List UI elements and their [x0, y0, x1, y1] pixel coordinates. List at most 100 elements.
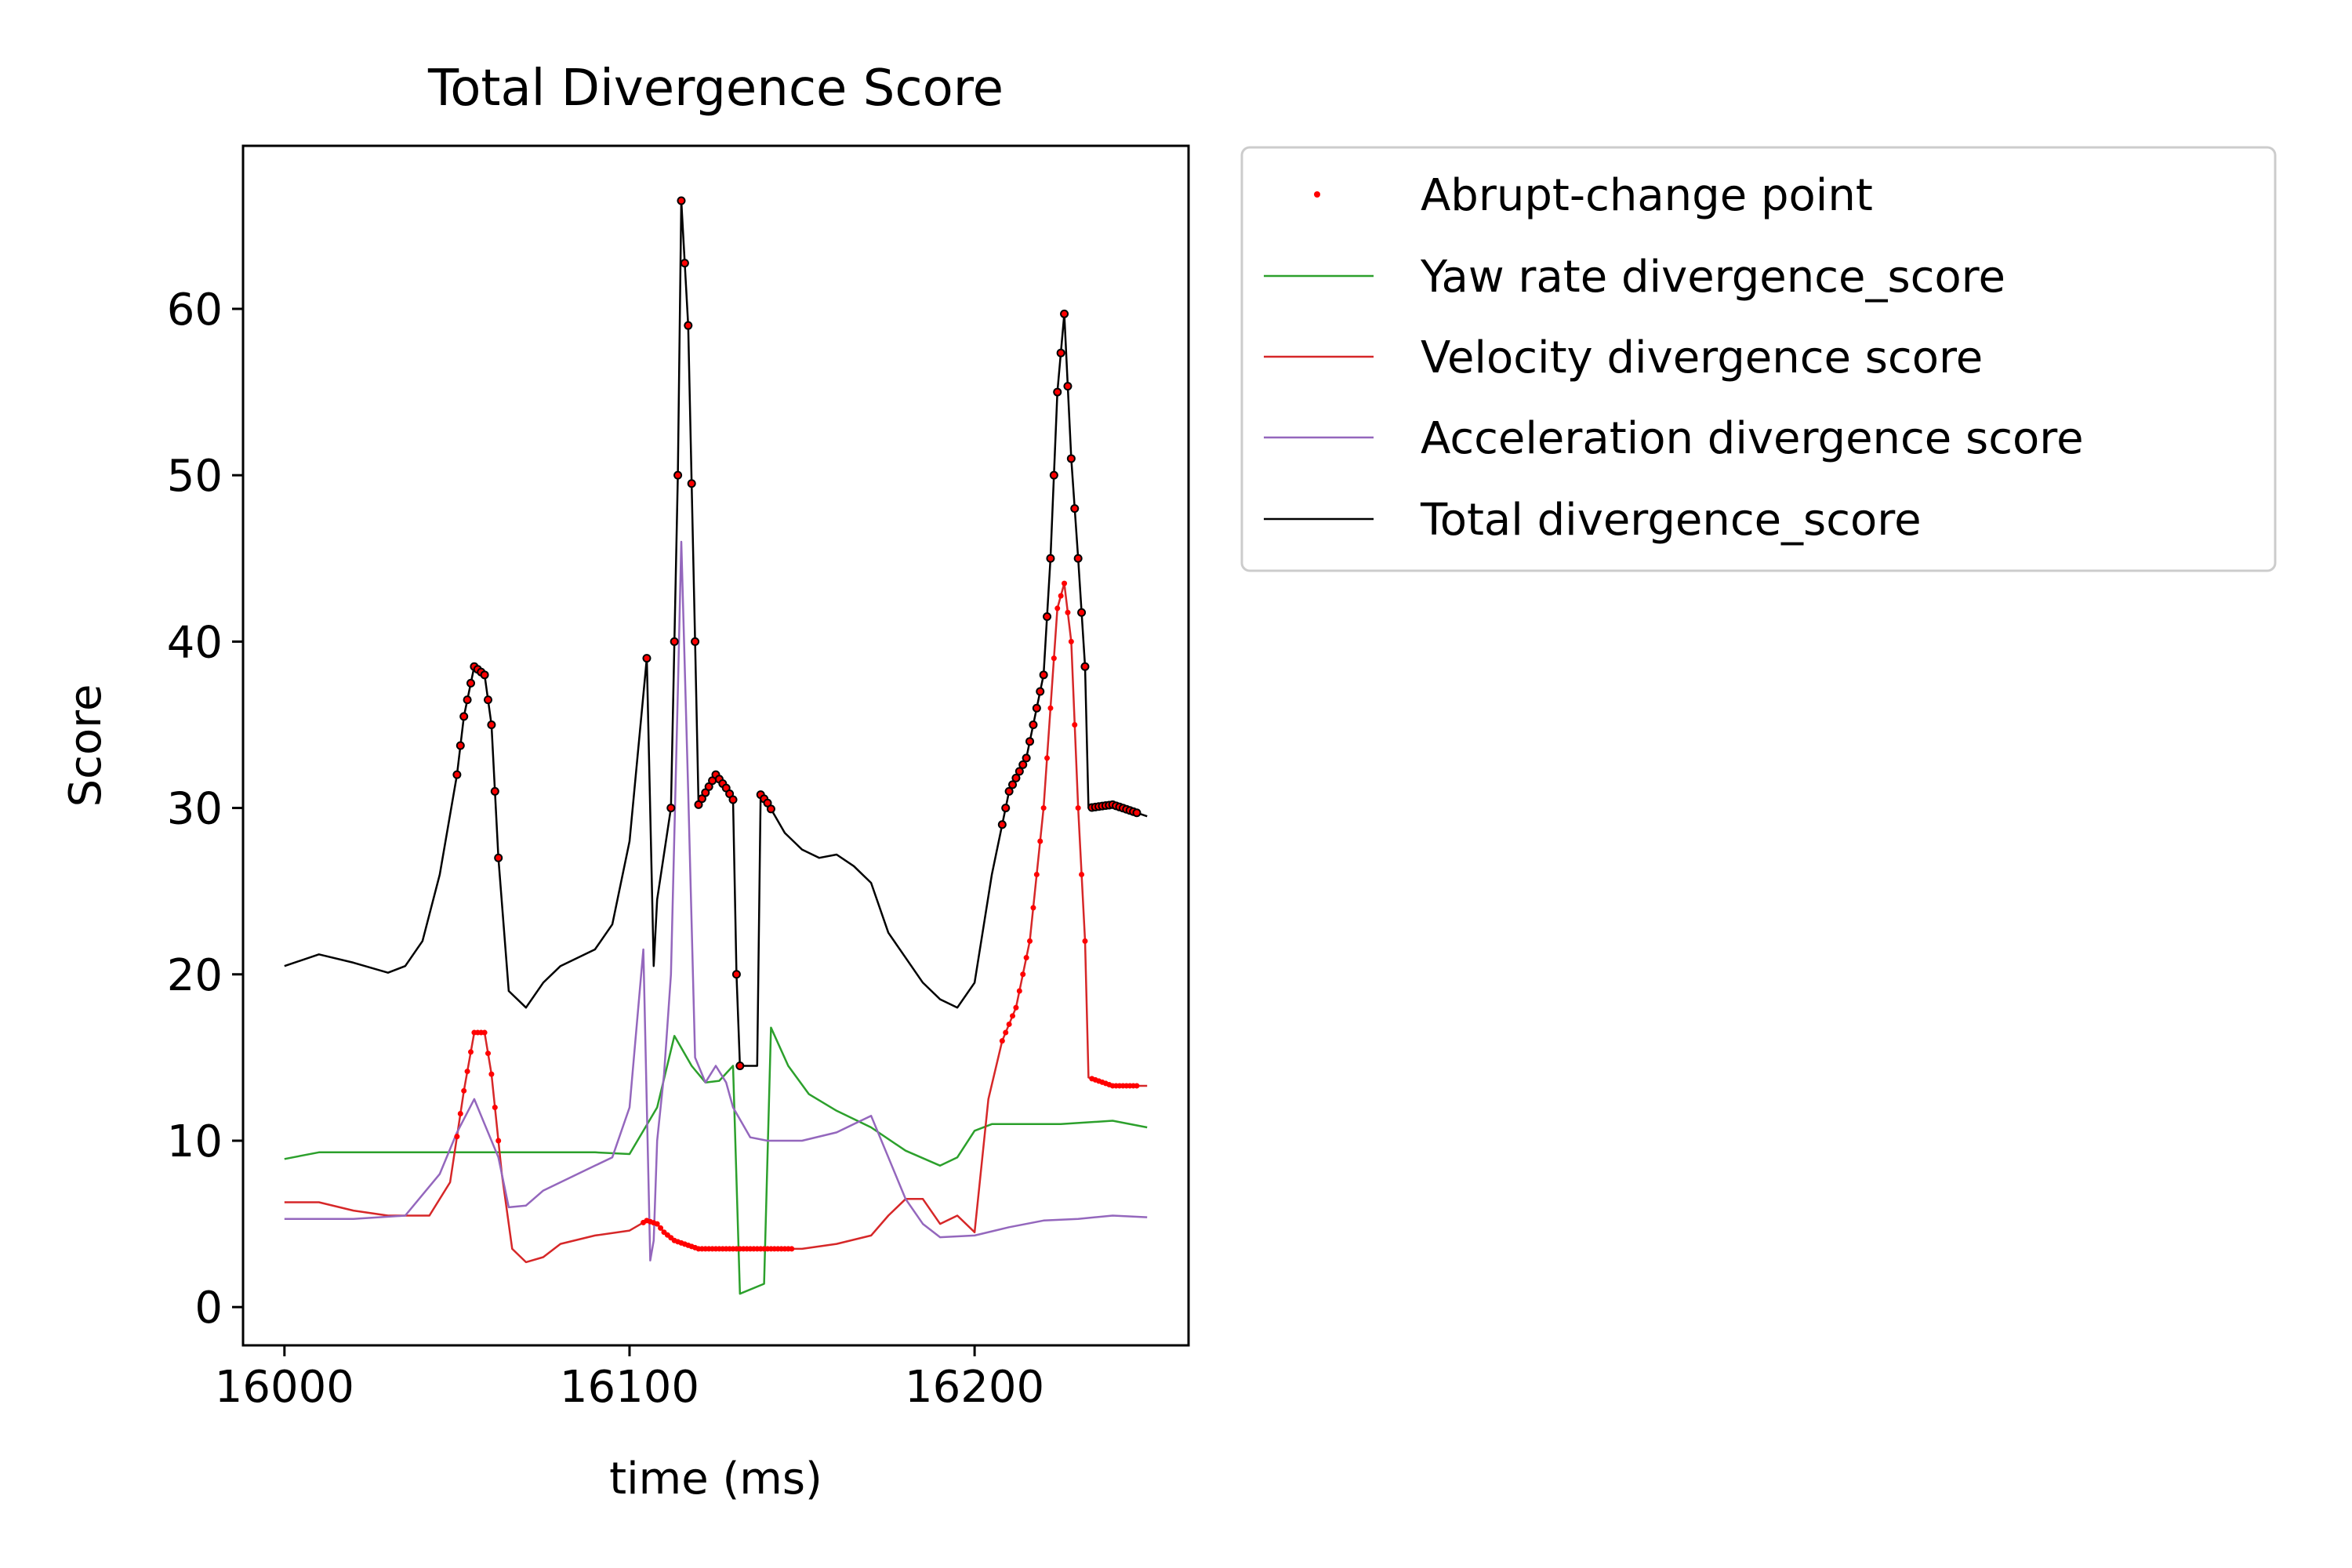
change-point — [1134, 810, 1140, 816]
series-line-yaw-rate-divergence-score — [284, 1026, 1148, 1295]
legend-box — [1240, 146, 2277, 572]
change-point — [492, 788, 498, 794]
change-point — [999, 822, 1005, 828]
y-tick-label: 20 — [167, 950, 223, 1001]
change-point — [1020, 971, 1026, 978]
chart-title: Total Divergence Score — [427, 60, 1004, 118]
change-point — [1134, 1083, 1140, 1089]
change-point — [699, 796, 705, 802]
change-point — [1051, 472, 1057, 478]
y-axis-label: Score — [60, 684, 111, 808]
legend-label: Acceleration divergence score — [1421, 413, 2084, 464]
change-point — [644, 655, 650, 662]
change-point — [1058, 350, 1064, 356]
change-point — [727, 791, 733, 797]
change-point — [1072, 506, 1078, 512]
change-point — [685, 322, 691, 328]
legend-marker — [1314, 191, 1320, 198]
change-point — [723, 785, 729, 791]
change-point — [1075, 805, 1081, 811]
y-tick-label: 40 — [167, 617, 223, 668]
change-point — [1040, 672, 1047, 678]
change-point — [1079, 609, 1085, 615]
change-point — [1062, 580, 1068, 586]
change-point — [464, 1069, 470, 1075]
change-point — [461, 1087, 467, 1094]
change-point — [1006, 788, 1012, 794]
x-tick-label: 16200 — [905, 1362, 1044, 1413]
change-point — [789, 1246, 795, 1252]
change-point — [1054, 389, 1061, 395]
series-layer — [284, 199, 1148, 1295]
change-point — [1047, 555, 1054, 561]
change-point — [999, 1038, 1005, 1044]
change-point — [654, 1221, 660, 1227]
change-point — [675, 472, 681, 478]
change-point — [1082, 663, 1088, 670]
change-point — [488, 721, 495, 728]
change-point — [1044, 755, 1051, 761]
change-point — [481, 1029, 488, 1036]
change-point — [457, 1111, 463, 1117]
change-point — [1065, 383, 1071, 390]
change-point — [706, 783, 712, 789]
change-point — [1051, 655, 1057, 662]
change-point — [1010, 782, 1016, 788]
change-point — [457, 742, 463, 749]
change-point — [658, 1225, 664, 1231]
change-point — [464, 697, 470, 703]
change-point — [1079, 871, 1085, 877]
x-tick-label: 16000 — [215, 1362, 354, 1413]
change-point — [492, 1105, 498, 1111]
change-point — [1006, 1021, 1012, 1027]
change-point — [1030, 905, 1036, 911]
change-point — [1062, 310, 1068, 317]
change-point — [1040, 805, 1047, 811]
legend-label: Velocity divergence score — [1421, 332, 1983, 383]
x-axis: 16000 16100 16200 — [215, 1345, 1044, 1413]
change-point — [764, 800, 771, 806]
legend-label: Abrupt-change point — [1421, 170, 1873, 221]
x-tick-label: 16100 — [560, 1362, 699, 1413]
y-tick-label: 60 — [167, 285, 223, 336]
change-point — [1075, 555, 1081, 561]
change-point — [485, 697, 492, 703]
change-point — [1065, 609, 1071, 615]
change-point — [1037, 688, 1044, 695]
change-point — [454, 1134, 460, 1140]
series-line-velocity-divergence-score — [284, 582, 1148, 1264]
change-point — [495, 855, 502, 861]
y-axis: 0 10 20 30 40 50 60 — [167, 285, 243, 1334]
change-point — [710, 778, 716, 784]
series-line-acceleration-divergence-score — [284, 540, 1148, 1262]
y-tick-label: 10 — [167, 1116, 223, 1167]
change-point — [695, 801, 702, 808]
legend-label: Total divergence_score — [1420, 495, 1922, 546]
change-point — [1020, 761, 1026, 768]
x-axis-label: time (ms) — [609, 1454, 822, 1504]
change-point — [1033, 871, 1040, 877]
change-point — [1023, 755, 1029, 761]
change-point — [1010, 1013, 1016, 1019]
change-point — [1003, 805, 1009, 811]
change-point — [1082, 938, 1088, 944]
change-points-layer — [452, 196, 1142, 1252]
change-point — [488, 1071, 495, 1077]
change-point — [467, 1049, 474, 1055]
change-point — [702, 789, 709, 796]
change-point — [1027, 739, 1033, 745]
change-point — [485, 1051, 492, 1057]
change-point — [1023, 955, 1029, 961]
change-point — [737, 1062, 743, 1069]
change-point — [678, 198, 684, 204]
change-point — [1058, 593, 1064, 599]
plot-area — [241, 144, 1190, 1347]
change-point — [1003, 1029, 1009, 1036]
legend-items: Abrupt-change point Yaw rate divergence_s… — [1264, 170, 2084, 546]
change-point — [1044, 614, 1051, 620]
change-point — [1072, 721, 1078, 728]
change-point — [733, 971, 739, 978]
change-point — [1016, 768, 1022, 775]
series-line-total-divergence-score — [284, 199, 1148, 1067]
